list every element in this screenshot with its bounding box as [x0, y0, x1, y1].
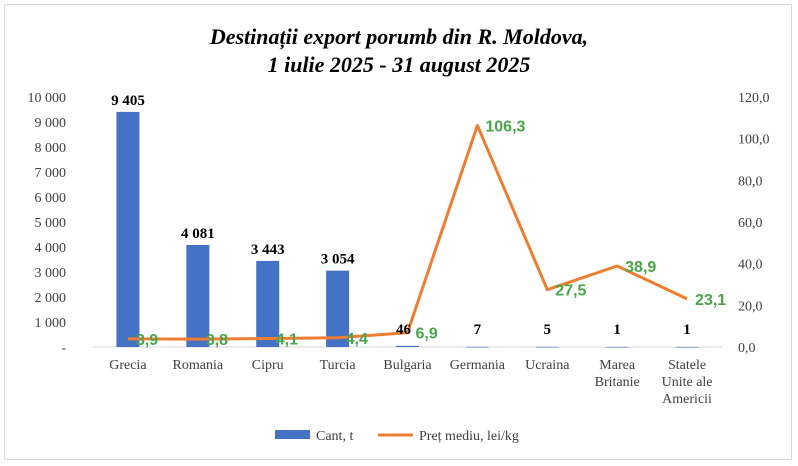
category-label: Britanie — [595, 375, 640, 390]
right-axis-tick-label: 120,0 — [738, 91, 770, 106]
category-label: Ucraina — [525, 358, 570, 373]
price-value-label: 4,1 — [276, 331, 298, 348]
legend: Cant, t Preț mediu, lei/kg — [275, 429, 519, 444]
legend-line-label: Preț mediu, lei/kg — [419, 429, 519, 444]
left-axis-tick-label: 8 000 — [35, 141, 67, 156]
bar — [396, 345, 419, 347]
chart-title-line-1: Destinații export porumb din R. Moldova, — [209, 24, 588, 50]
left-axis-tick-label: 3 000 — [35, 266, 67, 281]
right-axis-tick-label: 60,0 — [738, 216, 763, 231]
left-axis-tick-label: 7 000 — [35, 166, 67, 181]
chart-title-line-2: 1 iulie 2025 - 31 august 2025 — [268, 52, 531, 77]
bar-value-label: 7 — [474, 322, 482, 338]
category-label: Statele — [668, 358, 706, 373]
legend-bar-label: Cant, t — [316, 429, 353, 444]
bar-value-label: 5 — [544, 322, 552, 338]
bar-value-label: 3 443 — [251, 242, 285, 258]
bar-value-label: 4 081 — [181, 226, 215, 242]
bar — [675, 346, 699, 348]
category-label: Marea — [599, 358, 636, 373]
category-label: Unite ale — [662, 375, 713, 390]
category-label: Turcia — [320, 358, 357, 373]
price-line — [127, 124, 688, 341]
bar — [326, 270, 350, 347]
category-label: Americii — [662, 392, 712, 407]
category-label: Romania — [173, 358, 224, 373]
category-label: Germania — [450, 358, 506, 373]
price-value-label: 6,9 — [416, 326, 438, 343]
left-axis-tick-label: 9 000 — [35, 116, 67, 131]
bar — [535, 346, 559, 348]
bar-value-label: 1 — [683, 322, 691, 338]
bar-value-label: 1 — [613, 322, 621, 338]
left-axis-tick-label: 1 000 — [35, 316, 67, 331]
left-axis-tick-label: 10 000 — [28, 91, 67, 106]
bar — [605, 346, 629, 348]
price-value-label: 27,5 — [555, 283, 586, 300]
price-value-label: 3,9 — [136, 332, 158, 349]
bar — [465, 346, 489, 348]
left-axis-tick-label: - — [61, 341, 66, 356]
price-value-label: 106,3 — [485, 119, 525, 136]
price-value-label: 38,9 — [625, 259, 656, 276]
right-axis-tick-label: 0,0 — [738, 341, 756, 356]
right-axis-tick-label: 40,0 — [738, 258, 763, 273]
left-axis-tick-label: 4 000 — [35, 241, 67, 256]
bar — [186, 244, 210, 347]
legend-bar-swatch — [275, 430, 310, 439]
category-label: Bulgaria — [383, 358, 432, 373]
bar — [116, 111, 140, 347]
right-axis-tick-label: 20,0 — [738, 299, 763, 314]
bar-value-label: 46 — [396, 322, 412, 338]
left-axis-tick-label: 2 000 — [35, 291, 67, 306]
bar-value-label: 3 054 — [321, 252, 355, 268]
price-value-label: 3,8 — [206, 332, 228, 349]
price-value-label: 23,1 — [695, 292, 726, 309]
category-label: Grecia — [109, 358, 147, 373]
left-axis-tick-label: 6 000 — [35, 191, 67, 206]
bar — [256, 260, 280, 347]
category-label: Cipru — [252, 358, 284, 373]
bar-value-label: 9 405 — [111, 93, 145, 109]
left-axis-tick-label: 5 000 — [35, 216, 67, 231]
right-axis-tick-label: 80,0 — [738, 174, 763, 189]
price-value-label: 4,4 — [346, 331, 368, 348]
right-axis-tick-label: 100,0 — [738, 133, 770, 148]
